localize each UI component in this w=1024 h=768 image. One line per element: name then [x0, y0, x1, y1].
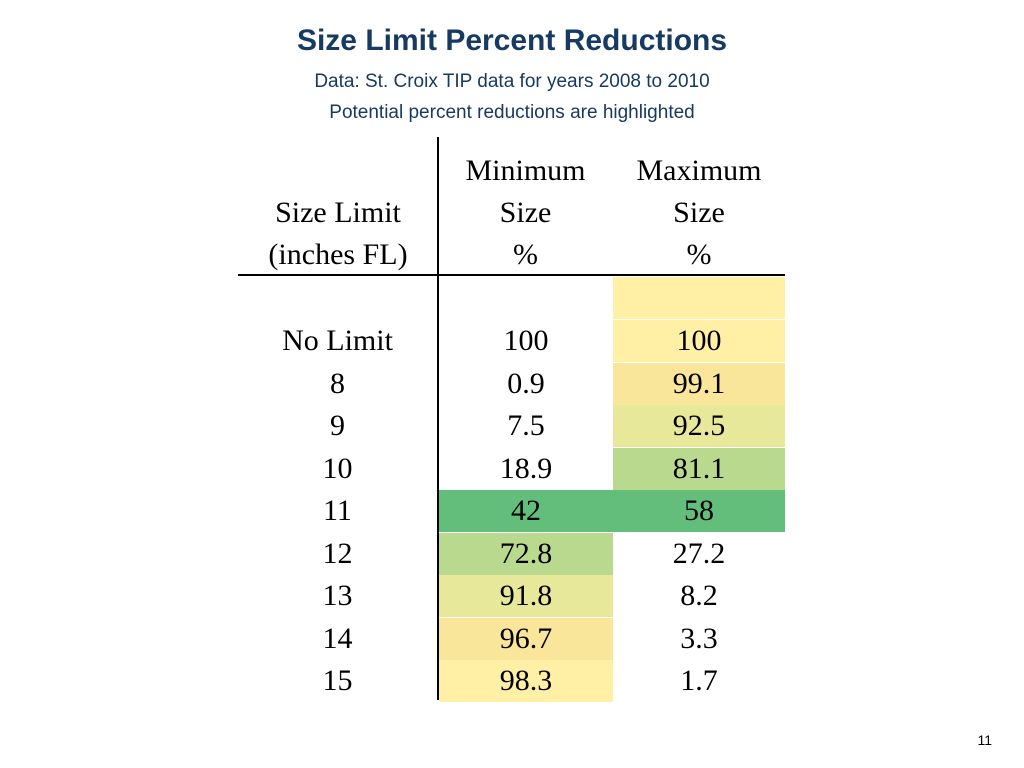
maximum-size-cell: 8.2 — [680, 579, 718, 612]
size-limit-cell: 10 — [322, 452, 353, 485]
header-maximum-line3: % — [686, 238, 712, 271]
minimum-size-cell: 96.7 — [439, 618, 613, 660]
subtitle-data-source: Data: St. Croix TIP data for years 2008 … — [314, 71, 710, 92]
maximum-size-cell: 27.2 — [672, 537, 726, 570]
maximum-column-top-highlight — [613, 277, 785, 319]
subtitle-highlight-note: Potential percent reductions are highlig… — [329, 102, 695, 123]
maximum-size-cell: 3.3 — [680, 622, 718, 655]
minimum-size-cell: 72.8 — [439, 533, 613, 575]
table-vertical-divider — [437, 137, 439, 700]
maximum-size-cell: 99.1 — [613, 363, 785, 405]
slide-title: Size Limit Percent Reductions — [296, 24, 728, 57]
header-size-limit-line1: Size Limit — [275, 196, 401, 229]
minimum-size-cell: 91.8 — [439, 575, 613, 617]
header-maximum-size: Maximum Size % — [613, 150, 785, 276]
maximum-size-cell: 58 — [613, 490, 785, 532]
minimum-size-cell: 0.9 — [507, 367, 545, 400]
header-size-limit: Size Limit (inches FL) — [238, 192, 438, 276]
header-minimum-size: Minimum Size % — [438, 150, 613, 276]
size-limit-cell: 14 — [322, 622, 353, 655]
size-limit-cell: 15 — [322, 664, 353, 697]
header-size-limit-line2: (inches FL) — [268, 238, 408, 271]
minimum-size-cell: 100 — [503, 324, 549, 357]
size-limit-cell: No Limit — [282, 324, 393, 357]
maximum-size-cell: 92.5 — [613, 405, 785, 447]
header-minimum-line1: Minimum — [465, 154, 586, 187]
header-minimum-line2: Size — [499, 196, 552, 229]
maximum-size-cell: 81.1 — [613, 448, 785, 490]
size-limit-cell: 11 — [323, 494, 352, 527]
minimum-size-cell: 7.5 — [507, 409, 545, 442]
header-maximum-line2: Size — [673, 196, 725, 229]
table-header-divider — [238, 274, 785, 276]
size-limit-cell: 13 — [322, 579, 353, 612]
maximum-size-cell: 1.7 — [680, 664, 718, 697]
header-minimum-line3: % — [513, 238, 538, 271]
maximum-size-cell: 100 — [613, 320, 785, 362]
header-maximum-line1: Maximum — [636, 154, 762, 187]
minimum-size-cell: 42 — [439, 490, 613, 532]
size-limit-cell: 12 — [322, 537, 353, 570]
size-limit-cell: 8 — [330, 367, 345, 400]
page-number: 11 — [977, 732, 992, 748]
size-limit-cell: 9 — [330, 409, 345, 442]
minimum-size-cell: 18.9 — [499, 452, 553, 485]
minimum-size-cell: 98.3 — [439, 660, 613, 702]
